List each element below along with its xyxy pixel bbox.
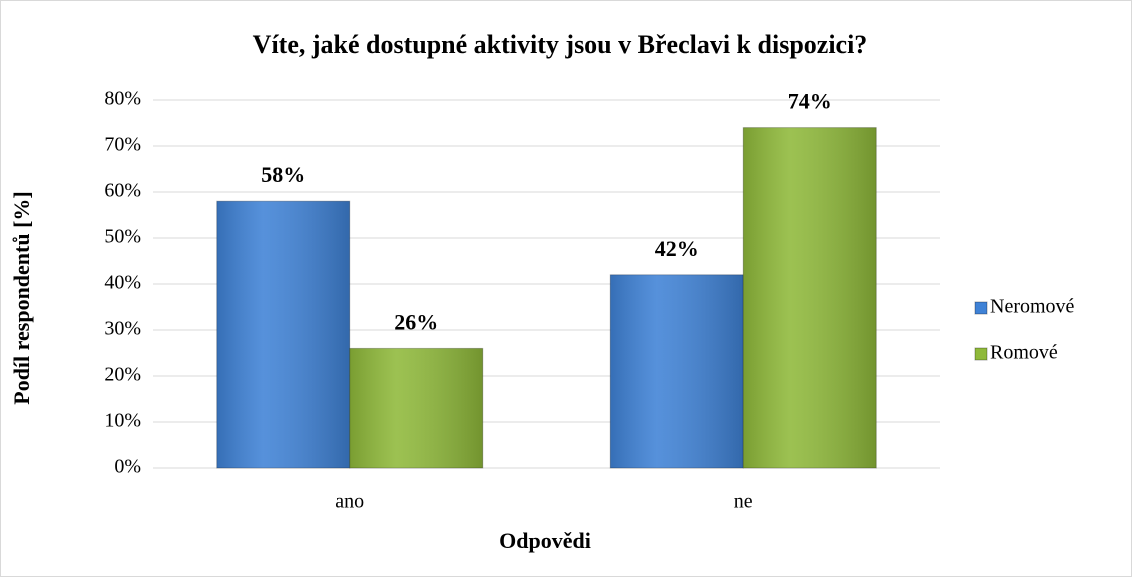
data-label: 42%: [655, 236, 699, 261]
bar: [349, 347, 484, 469]
bar: [216, 200, 351, 469]
y-tick-label: 40%: [104, 272, 141, 294]
x-tick-label: ne: [734, 491, 753, 513]
y-tick-label: 60%: [104, 180, 141, 202]
legend-swatch: [974, 301, 988, 315]
y-tick-label: 0%: [114, 456, 141, 478]
data-label: 74%: [788, 89, 832, 114]
y-tick-label: 50%: [104, 226, 141, 248]
y-tick-label: 80%: [104, 88, 141, 110]
x-tick-label: ano: [335, 491, 364, 513]
data-label: 58%: [261, 162, 305, 187]
bar: [742, 127, 877, 469]
y-axis-title: Podíl respondentů [%]: [9, 191, 34, 405]
y-tick-label: 70%: [104, 134, 141, 156]
bar: [609, 274, 744, 469]
legend-label: Romové: [990, 342, 1058, 364]
legend-swatch: [974, 347, 988, 361]
y-tick-label: 20%: [104, 364, 141, 386]
legend-label: Neromové: [990, 296, 1075, 318]
data-label: 26%: [394, 309, 438, 334]
chart-title: Víte, jaké dostupné aktivity jsou v Břec…: [253, 30, 868, 59]
y-tick-label: 30%: [104, 318, 141, 340]
x-axis-title: Odpovědi: [499, 528, 591, 553]
y-tick-label: 10%: [104, 410, 141, 432]
